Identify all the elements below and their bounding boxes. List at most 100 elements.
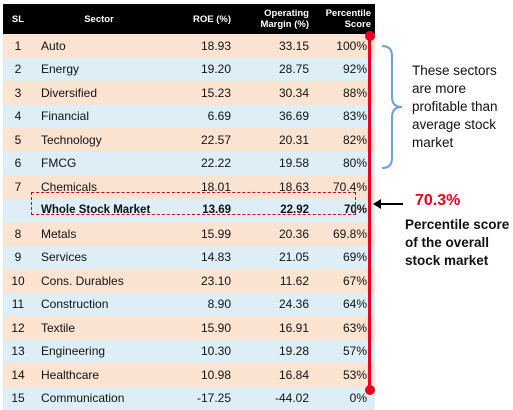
sl-cell: 12 <box>3 316 33 340</box>
whole-market-highlight-box <box>31 192 356 215</box>
sector-cell: Auto <box>33 34 165 58</box>
sector-cell: Financial <box>33 105 165 129</box>
sl-cell: 8 <box>3 222 33 246</box>
operating-margin-cell: 33.15 <box>235 34 313 58</box>
operating-margin-cell: 30.34 <box>235 81 313 105</box>
sl-cell: 3 <box>3 81 33 105</box>
sl-cell: 15 <box>3 387 33 410</box>
header-operating-margin: Operating Margin (%) <box>235 4 313 34</box>
roe-cell: 15.90 <box>165 316 235 340</box>
percentile-cell: 92% <box>313 58 375 82</box>
operating-margin-cell: 16.84 <box>235 363 313 387</box>
percentile-cell: 67% <box>313 269 375 293</box>
roe-cell: 15.23 <box>165 81 235 105</box>
operating-margin-cell: 20.31 <box>235 128 313 152</box>
percentile-cell: 69.8% <box>313 222 375 246</box>
header-operating-margin-line1: Operating <box>264 8 309 19</box>
operating-margin-cell: 19.28 <box>235 340 313 364</box>
sl-cell: 9 <box>3 246 33 270</box>
red-dot-bottom <box>365 385 375 395</box>
sl-cell: 6 <box>3 152 33 176</box>
sl-cell: 11 <box>3 293 33 317</box>
operating-margin-cell: 21.05 <box>235 246 313 270</box>
operating-margin-cell: 36.69 <box>235 105 313 129</box>
sl-cell: 4 <box>3 105 33 129</box>
market-percentile-caption: Percentile score of the overall stock ma… <box>405 216 510 270</box>
percentile-cell: 88% <box>313 81 375 105</box>
operating-margin-cell: -44.02 <box>235 387 313 410</box>
roe-cell: 15.99 <box>165 222 235 246</box>
sl-cell: 2 <box>3 58 33 82</box>
sector-cell: FMCG <box>33 152 165 176</box>
operating-margin-cell: 19.58 <box>235 152 313 176</box>
percentile-cell: 82% <box>313 128 375 152</box>
sector-cell: Healthcare <box>33 363 165 387</box>
roe-cell: 18.93 <box>165 34 235 58</box>
header-percentile-line1: Percentile <box>326 8 371 19</box>
percentile-cell: 69% <box>313 246 375 270</box>
sector-cell: Metals <box>33 222 165 246</box>
left-arrow-icon <box>373 198 403 210</box>
sl-cell <box>3 199 33 223</box>
red-dot-top <box>365 31 375 41</box>
roe-cell: 23.10 <box>165 269 235 293</box>
header-percentile-score: Percentile Score <box>313 4 375 34</box>
sector-cell: Textile <box>33 316 165 340</box>
header-sl: SL <box>3 4 33 34</box>
sector-cell: Technology <box>33 128 165 152</box>
roe-cell: 22.22 <box>165 152 235 176</box>
roe-cell: -17.25 <box>165 387 235 410</box>
percentile-cell: 63% <box>313 316 375 340</box>
operating-margin-cell: 28.75 <box>235 58 313 82</box>
right-brace-icon <box>380 44 404 170</box>
header-percentile-line2: Score <box>345 19 371 30</box>
sl-cell: 1 <box>3 34 33 58</box>
roe-cell: 10.30 <box>165 340 235 364</box>
sector-cell: Services <box>33 246 165 270</box>
percentile-cell: 64% <box>313 293 375 317</box>
percentile-cell: 57% <box>313 340 375 364</box>
operating-margin-cell: 24.36 <box>235 293 313 317</box>
profitable-sectors-note: These sectors are more profitable than a… <box>412 62 512 152</box>
sl-cell: 13 <box>3 340 33 364</box>
roe-cell: 10.98 <box>165 363 235 387</box>
sl-cell: 10 <box>3 269 33 293</box>
market-percentile-value: 70.3% <box>415 192 460 210</box>
sector-cell: Cons. Durables <box>33 269 165 293</box>
roe-cell: 19.20 <box>165 58 235 82</box>
sector-cell: Diversified <box>33 81 165 105</box>
roe-cell: 14.83 <box>165 246 235 270</box>
operating-margin-cell: 20.36 <box>235 222 313 246</box>
operating-margin-cell: 16.91 <box>235 316 313 340</box>
roe-cell: 8.90 <box>165 293 235 317</box>
percentile-cell: 80% <box>313 152 375 176</box>
header-sector: Sector <box>33 4 165 34</box>
percentile-cell: 53% <box>313 363 375 387</box>
sl-cell: 14 <box>3 363 33 387</box>
percentile-cell: 83% <box>313 105 375 129</box>
operating-margin-cell: 11.62 <box>235 269 313 293</box>
table-header-row: SL Sector ROE (%) Operating Margin (%) P… <box>3 4 375 34</box>
sector-cell: Construction <box>33 293 165 317</box>
header-roe: ROE (%) <box>165 4 235 34</box>
sector-cell: Energy <box>33 58 165 82</box>
roe-cell: 6.69 <box>165 105 235 129</box>
sector-cell: Communication <box>33 387 165 410</box>
header-operating-margin-line2: Margin (%) <box>260 19 309 30</box>
roe-cell: 22.57 <box>165 128 235 152</box>
